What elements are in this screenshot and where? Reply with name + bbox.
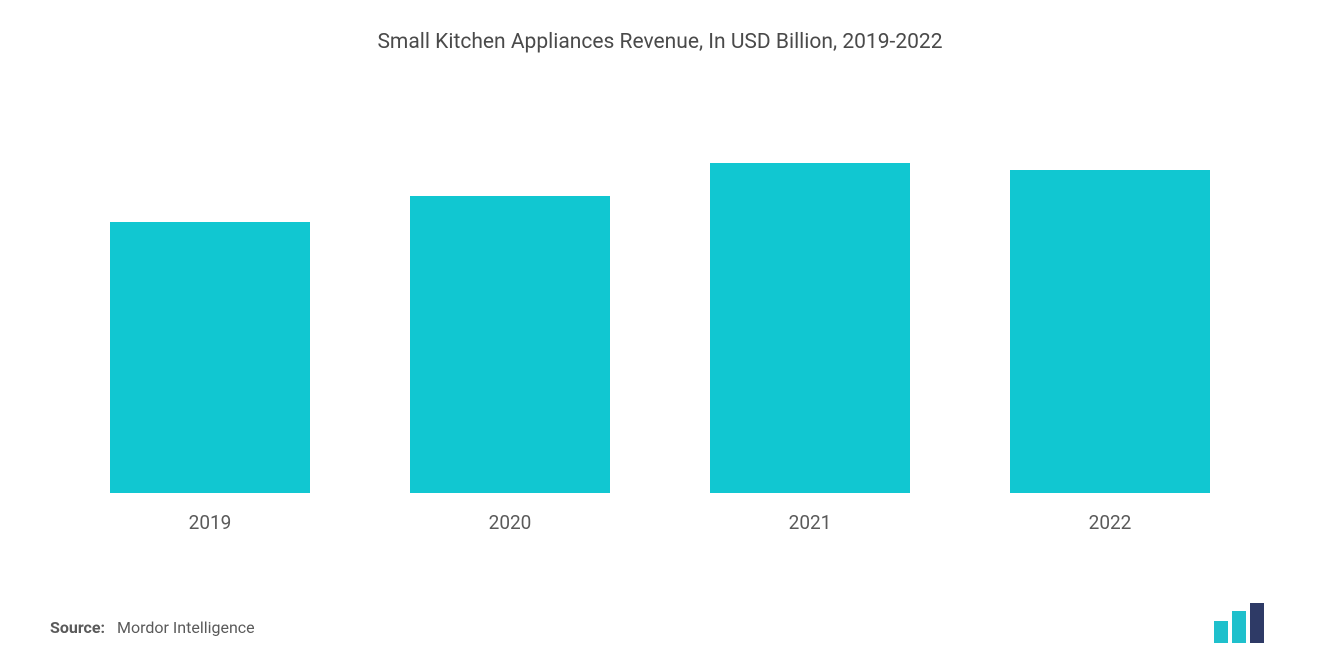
bar-group: 2021 [660, 163, 960, 534]
bar-group: 2019 [60, 222, 360, 534]
bar-group: 2020 [360, 196, 660, 534]
chart-plot-area: 2019 2020 2021 2022 [50, 104, 1270, 534]
bar-group: 2022 [960, 170, 1260, 534]
bar-2020 [410, 196, 610, 493]
source-label: Source: [50, 618, 105, 637]
category-label: 2022 [1089, 511, 1132, 534]
chart-container: Small Kitchen Appliances Revenue, In USD… [0, 0, 1320, 665]
bar-2019 [110, 222, 310, 493]
mordor-logo-icon [1212, 603, 1272, 643]
category-label: 2021 [789, 511, 832, 534]
bar-2022 [1010, 170, 1210, 493]
source-footer: Source: Mordor Intelligence [50, 618, 255, 637]
category-label: 2020 [489, 511, 532, 534]
chart-title: Small Kitchen Appliances Revenue, In USD… [50, 30, 1270, 54]
category-label: 2019 [189, 511, 232, 534]
source-value: Mordor Intelligence [117, 618, 255, 637]
bar-2021 [710, 163, 910, 493]
